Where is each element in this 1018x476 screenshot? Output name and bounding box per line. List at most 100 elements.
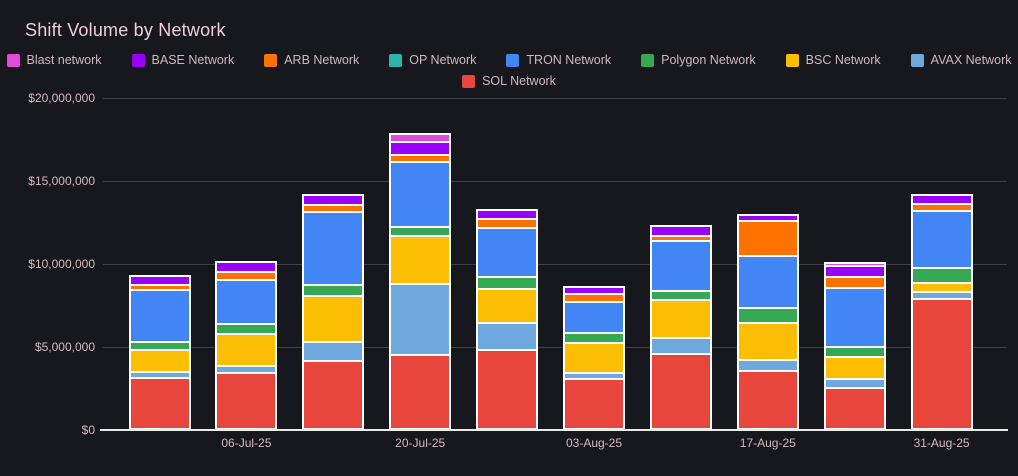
bar-segment-base-network[interactable]: [825, 267, 884, 276]
bar-segment-bsc-network[interactable]: [130, 351, 189, 371]
bar-segment-bsc-network[interactable]: [738, 323, 797, 360]
bar-segment-polygon-network[interactable]: [738, 309, 797, 322]
bar-segment-polygon-network[interactable]: [391, 228, 450, 236]
bar-segment-sol-network[interactable]: [651, 354, 710, 428]
bar-17-aug-25[interactable]: [736, 213, 799, 430]
legend-item-label: TRON Network: [526, 53, 612, 67]
bar-segment-sol-network[interactable]: [304, 361, 363, 428]
bar-segment-polygon-network[interactable]: [217, 325, 276, 334]
bar-segment-sol-network[interactable]: [217, 374, 276, 428]
bar-segment-base-network[interactable]: [130, 276, 189, 284]
bar-segment-avax-network[interactable]: [565, 373, 623, 379]
bar-segment-arb-network[interactable]: [738, 222, 797, 256]
legend-swatch-icon: [641, 53, 655, 67]
bar-segment-tron-network[interactable]: [565, 303, 623, 332]
bar-week-1[interactable]: [128, 274, 191, 430]
bar-segment-sol-network[interactable]: [912, 300, 971, 428]
bar-segment-polygon-network[interactable]: [825, 347, 884, 356]
bar-segment-arb-network[interactable]: [130, 285, 189, 289]
legend-item-blast-network[interactable]: Blast network: [6, 53, 102, 67]
bar-31-aug-25[interactable]: [910, 193, 973, 430]
legend-swatch-icon: [6, 53, 20, 67]
bar-segment-polygon-network[interactable]: [130, 343, 189, 350]
legend-swatch-icon: [389, 53, 403, 67]
bar-segment-sol-network[interactable]: [738, 371, 797, 428]
bar-20-jul-25[interactable]: [389, 133, 452, 430]
bar-segment-tron-network[interactable]: [217, 280, 276, 324]
bar-segment-sol-network[interactable]: [565, 380, 623, 428]
bar-segment-bsc-network[interactable]: [912, 283, 971, 291]
bar-segment-arb-network[interactable]: [565, 295, 623, 302]
bar-segment-arb-network[interactable]: [825, 277, 884, 288]
bar-segment-bsc-network[interactable]: [478, 289, 537, 323]
y-axis-label: $20,000,000: [28, 91, 95, 105]
bar-segment-tron-network[interactable]: [651, 242, 710, 291]
bar-segment-arb-network[interactable]: [651, 236, 710, 241]
legend-item-avax-network[interactable]: AVAX Network: [910, 53, 1011, 67]
bar-segment-avax-network[interactable]: [217, 366, 276, 373]
y-axis-label: $0: [81, 423, 95, 437]
bar-segment-arb-network[interactable]: [912, 205, 971, 211]
bar-segment-arb-network[interactable]: [217, 272, 276, 279]
bar-segment-blast-network[interactable]: [391, 135, 450, 142]
legend-item-base-network[interactable]: BASE Network: [131, 53, 234, 67]
legend-item-label: Blast network: [26, 53, 102, 67]
bar-segment-base-network[interactable]: [478, 210, 537, 218]
bar-segment-tron-network[interactable]: [478, 228, 537, 276]
bar-segment-arb-network[interactable]: [478, 219, 537, 227]
bar-segment-tron-network[interactable]: [912, 212, 971, 268]
bar-segment-base-network[interactable]: [912, 195, 971, 204]
bar-segment-polygon-network[interactable]: [651, 292, 710, 299]
legend-item-polygon-network[interactable]: Polygon Network: [641, 53, 756, 67]
bar-segment-avax-network[interactable]: [825, 379, 884, 387]
bar-segment-bsc-network[interactable]: [304, 297, 363, 341]
bar-segment-sol-network[interactable]: [478, 351, 537, 428]
bar-segment-base-network[interactable]: [651, 227, 710, 235]
bar-segment-bsc-network[interactable]: [651, 300, 710, 337]
bar-segment-bsc-network[interactable]: [825, 357, 884, 378]
bar-segment-arb-network[interactable]: [391, 155, 450, 162]
bar-segment-avax-network[interactable]: [304, 342, 363, 360]
bar-segment-polygon-network[interactable]: [304, 285, 363, 296]
bar-segment-base-network[interactable]: [217, 262, 276, 271]
bar-segment-polygon-network[interactable]: [478, 277, 537, 288]
bar-segment-avax-network[interactable]: [391, 285, 450, 355]
legend-item-op-network[interactable]: OP Network: [389, 53, 476, 67]
bar-segment-arb-network[interactable]: [304, 206, 363, 212]
bar-segment-polygon-network[interactable]: [912, 269, 971, 282]
legend-item-bsc-network[interactable]: BSC Network: [785, 53, 881, 67]
bar-03-aug-25[interactable]: [563, 285, 625, 430]
bar-segment-blast-network[interactable]: [825, 263, 884, 266]
bar-segment-base-network[interactable]: [738, 215, 797, 221]
bar-segment-tron-network[interactable]: [738, 257, 797, 308]
bar-segment-avax-network[interactable]: [738, 361, 797, 370]
legend-item-label: ARB Network: [284, 53, 360, 67]
bar-segment-sol-network[interactable]: [391, 356, 450, 428]
bar-segment-avax-network[interactable]: [478, 324, 537, 350]
bar-06-jul-25[interactable]: [215, 260, 278, 430]
bar-segment-base-network[interactable]: [565, 287, 623, 294]
legend-swatch-icon: [131, 53, 145, 67]
bar-segment-sol-network[interactable]: [130, 379, 189, 428]
bar-segment-bsc-network[interactable]: [391, 237, 450, 284]
bar-segment-sol-network[interactable]: [825, 388, 884, 428]
bar-segment-avax-network[interactable]: [912, 292, 971, 299]
bar-segment-polygon-network[interactable]: [565, 333, 623, 343]
bar-segment-bsc-network[interactable]: [217, 335, 276, 365]
bar-week-5[interactable]: [476, 208, 539, 430]
bar-week-3[interactable]: [302, 194, 365, 430]
bar-segment-avax-network[interactable]: [130, 372, 189, 378]
bar-segment-avax-network[interactable]: [651, 338, 710, 353]
legend-item-sol-network[interactable]: SOL Network: [462, 74, 556, 88]
bar-segment-base-network[interactable]: [304, 196, 363, 205]
bar-segment-tron-network[interactable]: [391, 163, 450, 227]
bar-segment-base-network[interactable]: [391, 143, 450, 154]
bar-segment-bsc-network[interactable]: [565, 344, 623, 372]
bar-segment-tron-network[interactable]: [825, 289, 884, 346]
bar-segment-tron-network[interactable]: [130, 290, 189, 342]
legend-item-tron-network[interactable]: TRON Network: [506, 53, 611, 67]
bar-segment-tron-network[interactable]: [304, 213, 363, 284]
legend-item-arb-network[interactable]: ARB Network: [264, 53, 359, 67]
bar-week-7[interactable]: [649, 225, 712, 430]
bar-week-9[interactable]: [823, 261, 886, 430]
